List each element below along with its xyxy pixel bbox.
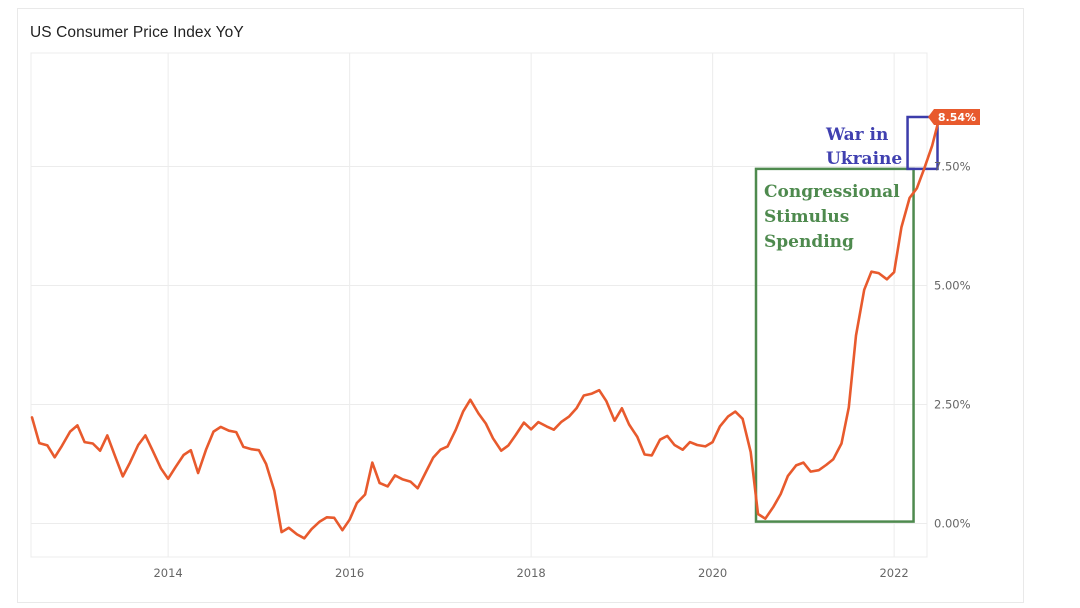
y-tick-label: 2.50% (934, 398, 971, 412)
stimulus-annotation-line: Stimulus (764, 207, 849, 227)
cpi-series-line (30, 115, 941, 540)
annotation-texts: Congressional Stimulus Spending War in Ukrai… (764, 125, 902, 252)
stimulus-annotation-line: Spending (764, 232, 854, 252)
x-tick-label: 2018 (516, 566, 545, 580)
annotation-boxes (754, 115, 939, 523)
x-tick-label: 2014 (153, 566, 182, 580)
y-tick-label: 7.50% (934, 160, 971, 174)
stimulus-annotation-line: Congressional (764, 182, 900, 202)
stimulus-period-box (754, 167, 915, 523)
y-tick-label: 0.00% (934, 517, 971, 531)
x-tick-label: 2020 (698, 566, 727, 580)
war-period-box (906, 115, 939, 171)
x-tick-label: 2016 (335, 566, 364, 580)
last-value-badge (928, 108, 980, 125)
x-tick-label: 2022 (879, 566, 908, 580)
grid-lines (30, 52, 928, 558)
series-layer: 8.54% (30, 108, 980, 540)
war-annotation-line: War in (825, 125, 888, 145)
y-tick-label: 5.00% (934, 279, 971, 293)
chart-title: US Consumer Price Index YoY (30, 24, 244, 41)
last-value-label: 8.54% (938, 111, 976, 124)
tick-labels: 2014 2016 2018 2020 2022 0.00% 2.50% 5.00% 7.50% (153, 160, 970, 581)
plot-area (30, 52, 928, 558)
war-annotation-line: Ukraine (826, 149, 902, 169)
chart-card (17, 8, 1024, 603)
